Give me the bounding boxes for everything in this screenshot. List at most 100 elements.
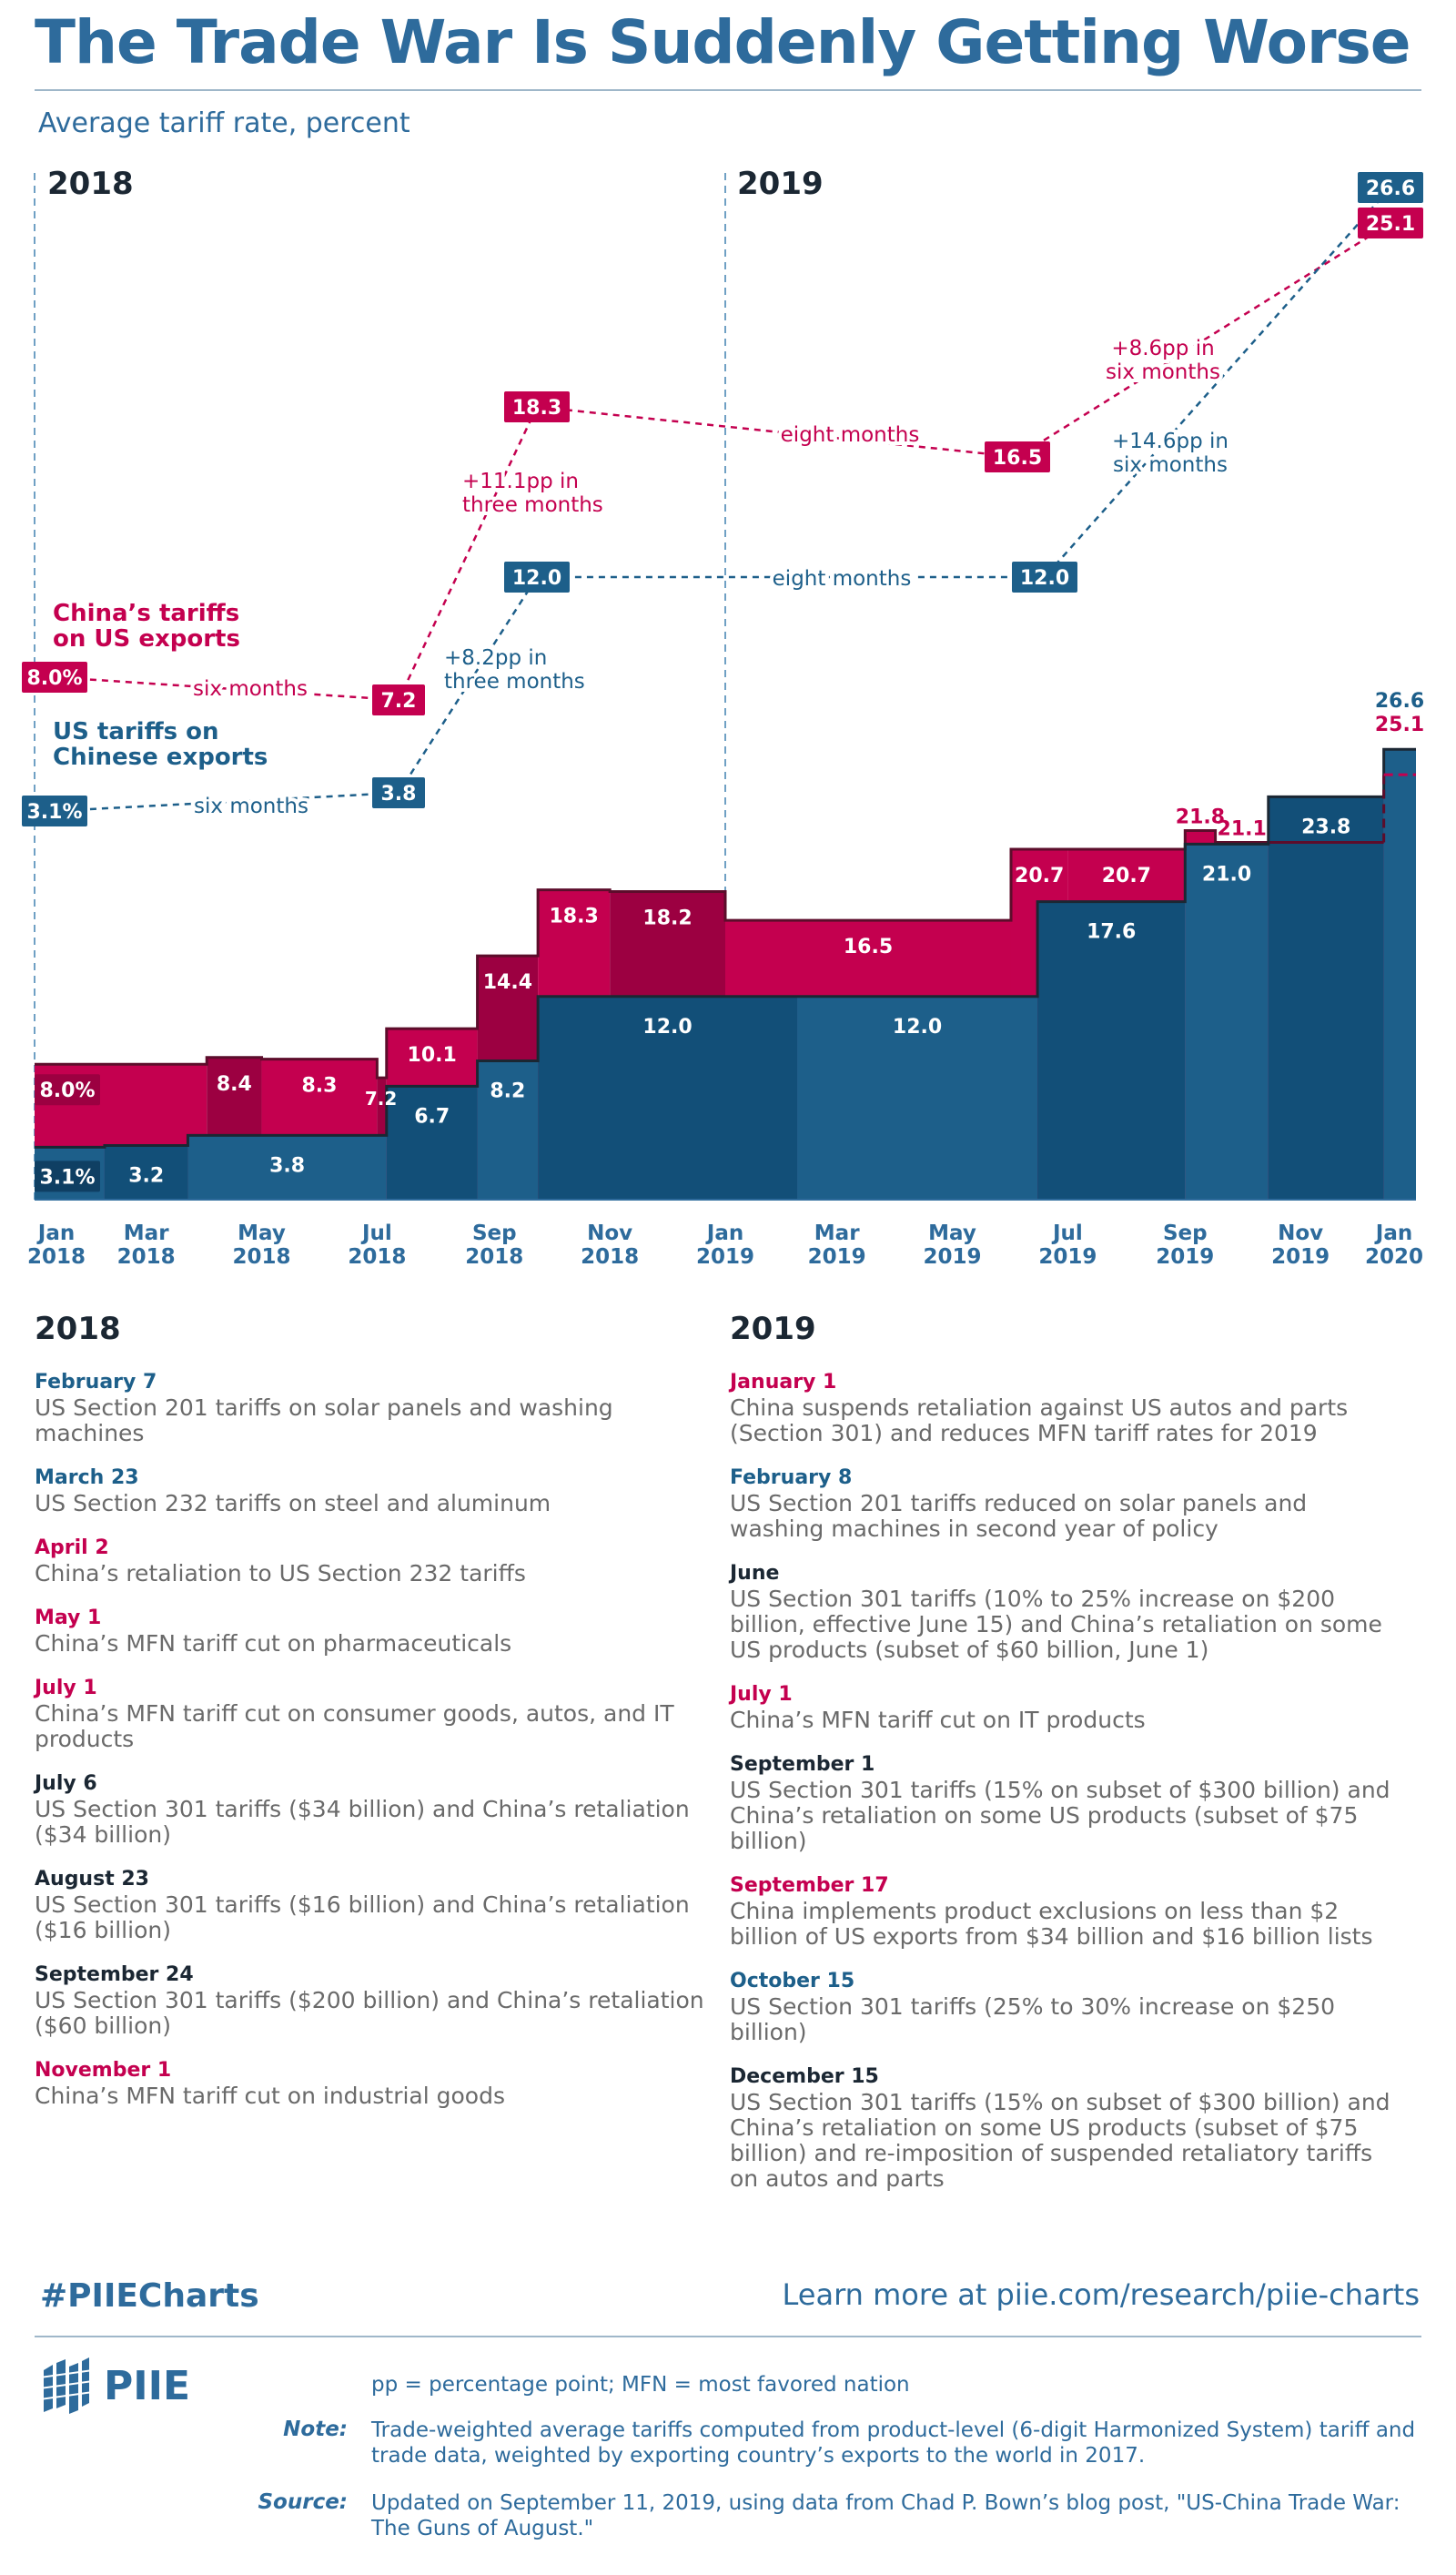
abbreviations-text: pp = percentage point; MFN = most favore… <box>371 2373 910 2397</box>
event-date: March 23 <box>35 1466 139 1489</box>
us-step-bar <box>538 996 798 1200</box>
china-step-label: 10.1 <box>408 1044 457 1067</box>
x-tick-label: May 2018 <box>233 1222 291 1269</box>
china-milestone-box <box>504 391 570 422</box>
us-step-label: 3.8 <box>269 1154 305 1177</box>
y2019-event: June US Section 301 tariffs (10% to 25% i… <box>730 1562 1403 1663</box>
x-tick-label: Nov 2019 <box>1271 1222 1330 1269</box>
us-trajectory <box>54 187 1391 813</box>
events-year-2019: 2019 <box>730 1311 816 1347</box>
y2018-event: April 2 China’s retaliation to US Section… <box>35 1536 708 1587</box>
source-label: Source: <box>258 2490 348 2514</box>
hashtag-link[interactable]: #PIIECharts <box>40 2277 259 2315</box>
y2019-event: September 17 China implements product exc… <box>730 1874 1403 1950</box>
event-date: April 2 <box>35 1536 109 1559</box>
chart-year-2018: 2018 <box>47 166 134 202</box>
x-tick-label: Jan 2018 <box>27 1222 86 1269</box>
china-step-label: 18.2 <box>642 907 692 929</box>
y2018-event: March 23 US Section 232 tariffs on steel … <box>35 1466 708 1516</box>
y2018-event: May 1 China’s MFN tariff cut on pharmaceu… <box>35 1607 708 1657</box>
event-description: US Section 301 tariffs ($34 billion) and… <box>35 1796 690 1848</box>
learn-more-link[interactable]: Learn more at piie.com/research/piie-cha… <box>782 2277 1420 2312</box>
event-date: November 1 <box>35 2059 172 2082</box>
event-description: US Section 301 tariffs (25% to 30% incre… <box>730 1993 1336 2045</box>
page-title: The Trade War Is Suddenly Getting Worse <box>35 7 1411 77</box>
us-step-label-text: 3.1% <box>39 1166 95 1189</box>
us-milestone-text: 12.0 <box>1020 567 1069 590</box>
x-tick-label: Jul 2018 <box>348 1222 406 1269</box>
event-date: July 1 <box>35 1677 97 1699</box>
china-step-label-box <box>35 1074 100 1106</box>
events-2019-list: January 1 China suspends retaliation agai… <box>730 1371 1403 2192</box>
piie-logo-text: PIIE <box>104 2362 191 2409</box>
event-description: US Section 301 tariffs ($16 billion) and… <box>35 1891 690 1943</box>
china-milestone-text: 18.3 <box>512 397 561 420</box>
event-description: China’s retaliation to US Section 232 ta… <box>35 1560 526 1587</box>
china-note: +11.1pp in three months <box>462 470 603 517</box>
y2018-event: July 1 China’s MFN tariff cut on consumer… <box>35 1677 708 1752</box>
china-milestone-text: 16.5 <box>993 447 1042 470</box>
event-description: US Section 201 tariffs reduced on solar … <box>730 1490 1308 1542</box>
us-step-label: 3.2 <box>128 1164 164 1187</box>
event-date: September 1 <box>730 1753 875 1776</box>
china-step-label: 20.7 <box>1102 865 1151 887</box>
y2018-event: September 24 US Section 301 tariffs ($200… <box>35 1963 708 2039</box>
piie-logo-icon <box>40 2357 93 2414</box>
event-date: May 1 <box>35 1607 102 1629</box>
us-step-bar <box>1383 749 1416 1200</box>
us-milestone-text: 3.8 <box>381 783 417 806</box>
china-series-label: China’s tariffs on US exports <box>53 600 240 653</box>
event-date: February 8 <box>730 1466 853 1489</box>
china-step-label: 18.3 <box>550 906 599 928</box>
us-step-bar <box>1268 796 1384 1200</box>
y2018-event: February 7 US Section 201 tariffs on sola… <box>35 1371 708 1446</box>
us-step-bar <box>477 1060 539 1200</box>
x-tick-label: Nov 2018 <box>581 1222 639 1269</box>
x-tick-label: Mar 2018 <box>117 1222 176 1269</box>
us-step-bar <box>1185 844 1269 1200</box>
china-step-label: 8.3 <box>301 1075 337 1098</box>
us-milestone-text: 26.6 <box>1366 177 1415 200</box>
event-date: August 23 <box>35 1868 149 1891</box>
us-series-label: US tariffs on Chinese exports <box>53 718 268 771</box>
china-milestone-box <box>22 662 87 693</box>
events-2018-list: February 7 US Section 201 tariffs on sola… <box>35 1371 708 2109</box>
y2018-event: November 1 China’s MFN tariff cut on indu… <box>35 2059 708 2109</box>
china-step-label: 21.1 <box>1218 818 1267 841</box>
piie-logo: PIIE <box>40 2357 190 2414</box>
event-description: China’s MFN tariff cut on industrial goo… <box>35 2083 505 2109</box>
event-date: September 24 <box>35 1963 194 1986</box>
x-tick-label: Jan 2019 <box>696 1222 754 1269</box>
us-milestone-box <box>504 562 570 593</box>
us-step-bar <box>797 996 1038 1200</box>
end-china-label: 25.1 <box>1375 714 1424 736</box>
us-milestone-box <box>372 777 425 808</box>
us-step-label: 23.8 <box>1301 816 1350 838</box>
us-step-bar <box>1037 901 1186 1200</box>
events-year-2018: 2018 <box>35 1311 121 1347</box>
china-step-label: 14.4 <box>483 971 532 994</box>
us-step-bar <box>104 1145 188 1200</box>
x-tick-label: Jan 2020 <box>1365 1222 1423 1269</box>
y2019-event: January 1 China suspends retaliation agai… <box>730 1371 1403 1446</box>
event-description: US Section 301 tariffs (10% to 25% incre… <box>730 1586 1382 1663</box>
us-step-bar <box>187 1135 387 1200</box>
chart-subtitle: Average tariff rate, percent <box>38 107 410 139</box>
x-tick-label: Sep 2019 <box>1156 1222 1214 1269</box>
y2018-event: August 23 US Section 301 tariffs ($16 bil… <box>35 1868 708 1943</box>
y2019-event: October 15 US Section 301 tariffs (25% to… <box>730 1970 1403 2045</box>
china-step-label: 20.7 <box>1015 865 1064 887</box>
us-note: +8.2pp in three months <box>444 646 585 694</box>
y2019-event: December 15 US Section 301 tariffs (15% o… <box>730 2065 1403 2192</box>
x-tick-label: Jul 2019 <box>1038 1222 1097 1269</box>
us-step-label: 6.7 <box>414 1105 450 1128</box>
us-milestone-box <box>22 796 87 826</box>
y2019-event: July 1 China’s MFN tariff cut on IT produ… <box>730 1683 1403 1733</box>
footer-divider <box>35 2336 1421 2337</box>
china-milestone-box <box>372 684 425 715</box>
us-step-label: 8.2 <box>490 1080 525 1102</box>
us-milestone-text: 3.1% <box>26 801 82 824</box>
us-step-label: 12.0 <box>642 1016 692 1039</box>
source-text: Updated on September 11, 2019, using dat… <box>371 2491 1400 2540</box>
event-description: China implements product exclusions on l… <box>730 1898 1373 1950</box>
